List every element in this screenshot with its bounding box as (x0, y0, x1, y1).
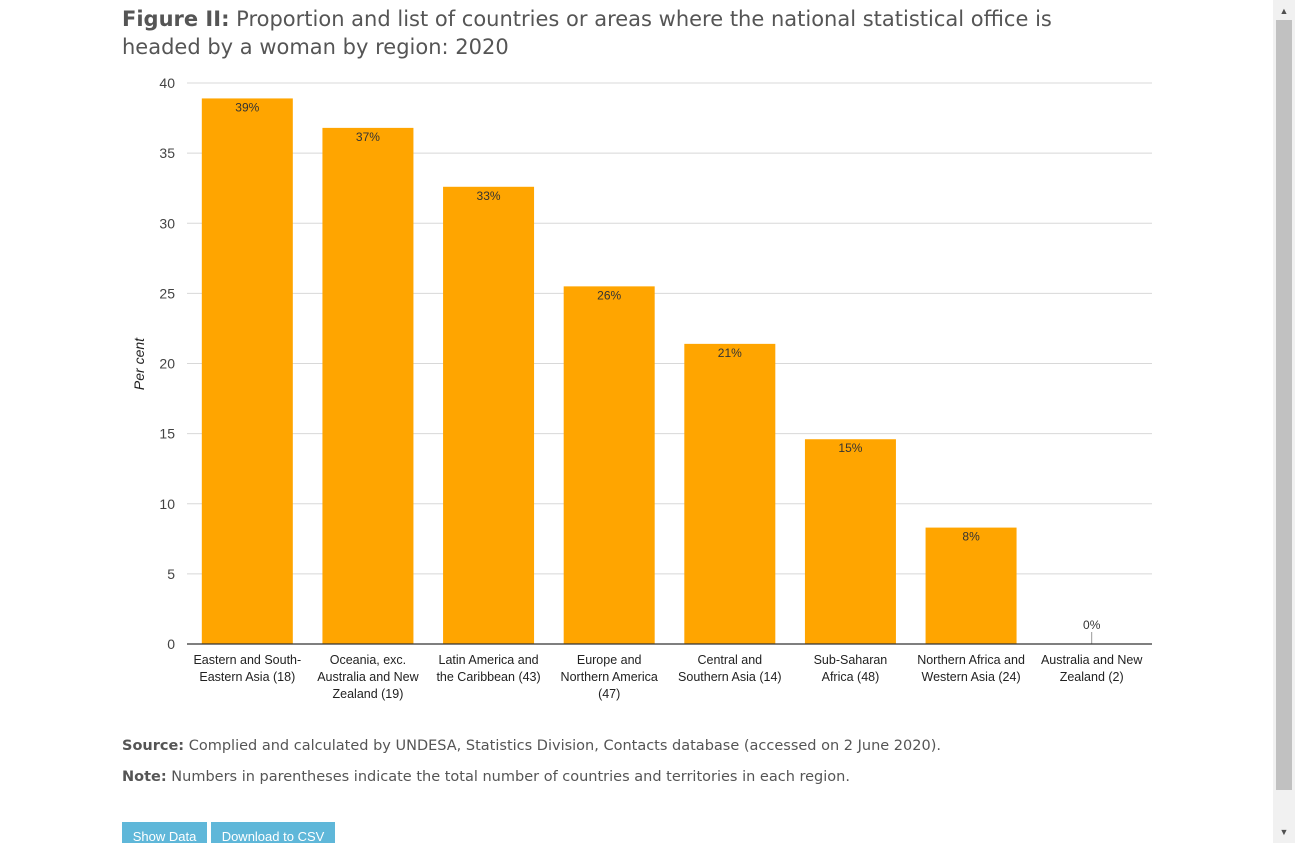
data-label: 33% (477, 189, 501, 203)
x-tick-label-line: Africa (48) (822, 670, 880, 684)
x-tick-label: Central and Southern Asia (14) (678, 653, 782, 684)
note-text: Numbers in parentheses indicate the tota… (166, 769, 850, 785)
footnote: Note: Numbers in parentheses indicate th… (122, 769, 850, 785)
data-label: 26% (597, 288, 621, 302)
x-tick-label: Latin America and the Caribbean (43) (436, 653, 540, 684)
y-tick-label: 20 (159, 356, 175, 372)
figure-title-text: Proportion and list of countries or area… (122, 7, 1052, 59)
x-tick-label: Oceania, exc. Australia and New Zealand (1… (317, 653, 419, 701)
x-tick-label-line: Australia and New (317, 670, 419, 684)
x-tick-label: Eastern and South- Eastern Asia (18) (193, 653, 301, 684)
bar (563, 286, 655, 644)
x-tick-label-line: Eastern Asia (18) (199, 670, 295, 684)
y-tick-label: 25 (159, 285, 175, 301)
bar (925, 527, 1017, 644)
scroll-up-arrow-icon[interactable]: ▲ (1279, 6, 1289, 16)
y-tick-label: 40 (159, 75, 175, 91)
x-tick-label-line: (47) (598, 687, 620, 701)
scroll-down-arrow-icon[interactable]: ▼ (1279, 827, 1289, 837)
x-tick-label-line: Oceania, exc. (330, 653, 406, 667)
x-tick-label-line: Latin America and (439, 653, 539, 667)
x-tick-label-line: Eastern and South- (193, 653, 301, 667)
bar (322, 127, 414, 644)
y-tick-label: 15 (159, 426, 175, 442)
bar (443, 186, 535, 644)
y-tick-label: 5 (167, 566, 175, 582)
download-csv-button[interactable]: Download to CSV (211, 822, 335, 843)
x-tick-label-line: Northern America (561, 670, 658, 684)
x-tick-label: Northern Africa and Western Asia (24) (917, 653, 1025, 684)
figure-title: Figure II: Proportion and list of countr… (122, 5, 1132, 61)
data-label: 21% (718, 346, 742, 360)
x-tick-label-line: the Caribbean (43) (436, 670, 540, 684)
data-label: 15% (838, 441, 862, 455)
x-tick-label-line: Sub-Saharan (814, 653, 888, 667)
bar (201, 98, 293, 645)
y-tick-label: 35 (159, 145, 175, 161)
data-label: 37% (356, 130, 380, 144)
x-tick-label-line: Southern Asia (14) (678, 670, 782, 684)
show-data-button[interactable]: Show Data (122, 822, 207, 843)
x-tick-label-line: Western Asia (24) (922, 670, 1021, 684)
x-tick-label-line: Australia and New (1041, 653, 1143, 667)
source-text: Complied and calculated by UNDESA, Stati… (184, 738, 941, 754)
y-tick-label: 0 (167, 636, 175, 652)
x-tick-label: Europe and Northern America (47) (561, 653, 658, 701)
x-tick-label-line: Zealand (2) (1060, 670, 1124, 684)
y-tick-label: 10 (159, 496, 175, 512)
figure-title-label: Figure II: (122, 7, 230, 31)
data-label: 0% (1083, 618, 1101, 632)
x-tick-label-line: Northern Africa and (917, 653, 1025, 667)
y-tick-label: 30 (159, 215, 175, 231)
bar-chart: 0 5 10 15 20 25 30 35 40 Per cent 39% Eastern and S… (131, 75, 1152, 701)
x-tick-label-line: Europe and (577, 653, 642, 667)
source-label: Source: (122, 738, 185, 754)
x-tick-label-line: Central and (698, 653, 763, 667)
data-label: 8% (962, 530, 980, 544)
data-label: 39% (235, 100, 259, 114)
x-tick-label: Australia and New Zealand (2) (1041, 653, 1143, 684)
x-tick-label-line: Zealand (19) (333, 687, 404, 701)
bar (804, 439, 896, 644)
note-label: Note: (122, 769, 167, 785)
bar (684, 343, 776, 644)
vertical-scrollbar[interactable]: ▲ ▼ (1273, 0, 1295, 843)
x-tick-label: Sub-Saharan Africa (48) (814, 653, 888, 684)
scrollbar-thumb[interactable] (1276, 20, 1292, 790)
y-axis-label: Per cent (131, 337, 147, 390)
source-note: Source: Complied and calculated by UNDES… (122, 738, 941, 754)
